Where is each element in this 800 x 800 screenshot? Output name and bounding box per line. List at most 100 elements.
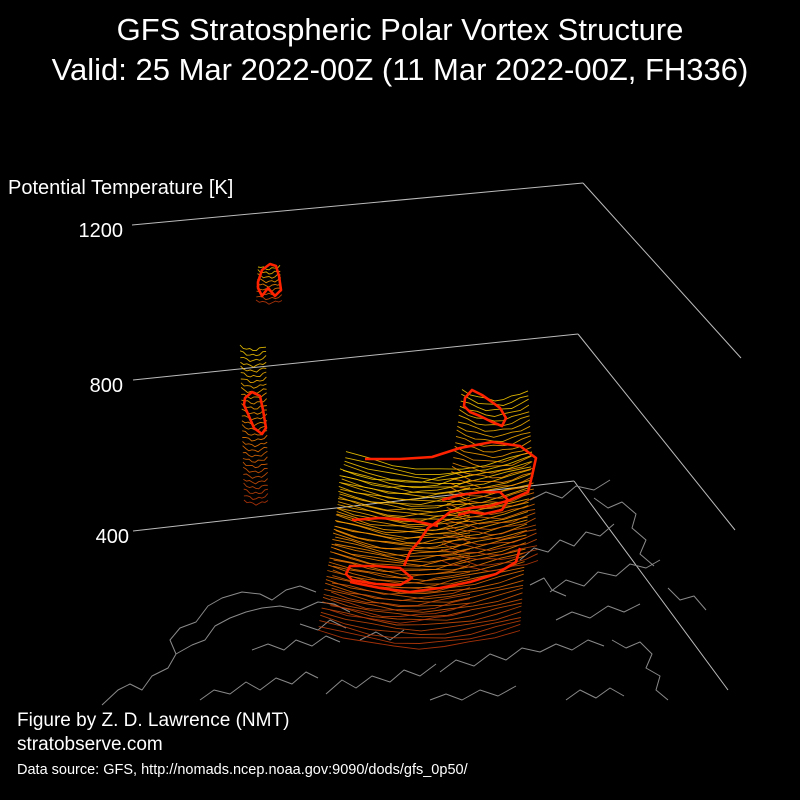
vortex-main-back-contour <box>447 496 535 509</box>
vortex-main-front-contour <box>325 579 524 600</box>
figure-title: GFS Stratospheric Polar Vortex Structure <box>116 12 684 47</box>
vortex-column-upper-left-contour <box>243 482 268 490</box>
vortex-column-upper-left-contour <box>241 392 267 400</box>
vortex-curtain-contour <box>333 552 471 567</box>
vortex-main-front-contour <box>324 587 523 607</box>
vortex-column-top-contour <box>256 294 283 301</box>
vortex-main-front-contour <box>342 469 531 489</box>
vortex-main-back-contour <box>439 559 539 572</box>
vortex-edge-upper-right <box>462 388 508 428</box>
vortex-main-back-contour <box>461 389 529 402</box>
vortex-column-upper-left-contour <box>241 420 268 427</box>
vortex-main-back-contour <box>457 419 531 432</box>
vortex-column-upper-left-contour <box>242 456 268 463</box>
vortex-curtain-contour <box>335 529 471 545</box>
vortex-curtain-contour <box>334 541 471 556</box>
vortex-main-front-contour <box>330 546 526 567</box>
vortex-column-top-contour <box>255 299 283 305</box>
vortex-main-back-contour <box>443 527 537 540</box>
vortex-curtain-contour <box>337 496 471 511</box>
vortex-main-front-contour <box>342 473 531 494</box>
vortex-main-front-contour <box>338 496 530 517</box>
vortex-main-back-contour <box>452 461 533 474</box>
vortex-column-upper-left-contour <box>240 361 267 368</box>
vortex-main-front-contour <box>332 532 527 553</box>
vortex-main-back-contour <box>442 538 537 551</box>
vortex-main-front-contour <box>331 542 526 563</box>
vortex-column-upper-left-contour <box>242 434 268 442</box>
z-axis-400-depth-line <box>573 480 729 691</box>
vortex-main-front-contour <box>320 614 521 635</box>
vortex-edge-left <box>351 516 439 528</box>
vortex-main-front-contour <box>320 611 522 632</box>
website-credit: stratobserve.com <box>17 734 163 755</box>
vortex-column-upper-left-contour <box>243 478 269 485</box>
vortex-column-upper-left-contour <box>242 441 268 448</box>
vortex-curtain-contour <box>331 587 471 602</box>
vortex-column-upper-left-contour <box>242 450 268 458</box>
vortex-column-upper-left-contour <box>240 376 267 383</box>
vortex-main-back-contour <box>451 471 533 483</box>
vortex-curtain-contour <box>335 525 471 540</box>
vortex-main-back-contour <box>449 482 534 495</box>
vortex-isosurface <box>239 264 539 650</box>
vortex-edge-outlines <box>242 262 538 594</box>
vortex-main-back-contour <box>450 475 534 489</box>
vortex-main-back-contour <box>454 445 532 459</box>
z-tick-label-800: 800 <box>90 375 123 397</box>
vortex-curtain-contour <box>334 547 471 562</box>
vortex-main-back-contour <box>445 512 536 525</box>
data-source-credit: Data source: GFS, http://nomads.ncep.noa… <box>17 762 468 778</box>
vortex-edge-base <box>349 547 522 594</box>
coastline-map <box>101 479 707 706</box>
vortex-curtain-contour <box>329 609 471 624</box>
vortex-edge-top <box>256 262 283 298</box>
vortex-main-back-contour <box>458 414 530 427</box>
vortex-main-back-contour <box>457 425 531 438</box>
vortex-column-upper-left-contour <box>239 344 267 352</box>
vortex-main-front-contour <box>343 464 532 484</box>
vortex-main-back-contour <box>453 455 533 468</box>
vortex-curtain-contour <box>337 502 471 517</box>
z-axis-1200-line <box>131 182 584 226</box>
vortex-main-back-contour <box>448 492 535 504</box>
z-axis-800-depth-line <box>577 333 736 531</box>
z-tick-label-1200: 1200 <box>79 220 124 242</box>
figure-subtitle: Valid: 25 Mar 2022-00Z (11 Mar 2022-00Z,… <box>51 52 749 87</box>
vortex-column-upper-left-contour <box>242 445 268 453</box>
z-axis-800-line <box>132 333 579 381</box>
vortex-curtain-contour <box>339 474 471 488</box>
vortex-main-front-contour <box>323 592 523 613</box>
z-axis-label: Potential Temperature [K] <box>8 177 233 199</box>
vortex-column-upper-left-contour <box>240 365 267 373</box>
vortex-main-front-contour <box>344 460 532 481</box>
vortex-main-front-contour <box>337 505 529 526</box>
vortex-main-front-contour <box>319 620 521 639</box>
vortex-curtain-contour <box>338 485 471 501</box>
vortex-column-top-contour <box>256 282 282 288</box>
vortex-main-back-contour <box>441 542 538 556</box>
vortex-main-back-contour <box>459 409 530 422</box>
vortex-main-front-contour <box>325 582 524 603</box>
vortex-main-front-contour <box>330 551 526 571</box>
vortex-curtain-contour <box>330 598 471 611</box>
vortex-main-back-contour <box>441 548 538 560</box>
vortex-column-upper-left-contour <box>240 371 267 378</box>
vortex-column-upper-left-contour <box>239 350 267 357</box>
vortex-main-front-contour <box>335 519 528 539</box>
vortex-main-front-contour <box>318 623 521 644</box>
axes-frame <box>131 182 742 691</box>
vortex-edge-ring-mid <box>441 490 510 517</box>
vortex-curtain-contour <box>339 468 471 483</box>
vortex-column-upper-left-contour <box>243 488 268 494</box>
vortex-column-top-contour <box>257 277 282 284</box>
vortex-column-upper-left-contour <box>243 499 269 506</box>
vortex-main-back-contour <box>451 466 533 479</box>
vortex-main-back-contour <box>453 450 532 463</box>
vortex-column-upper-left-contour <box>241 413 268 421</box>
z-tick-label-400: 400 <box>96 526 129 548</box>
vortex-main-front-contour <box>345 451 533 470</box>
vortex-column-upper-left-contour <box>243 493 269 500</box>
vortex-main-back-contour <box>455 435 531 447</box>
